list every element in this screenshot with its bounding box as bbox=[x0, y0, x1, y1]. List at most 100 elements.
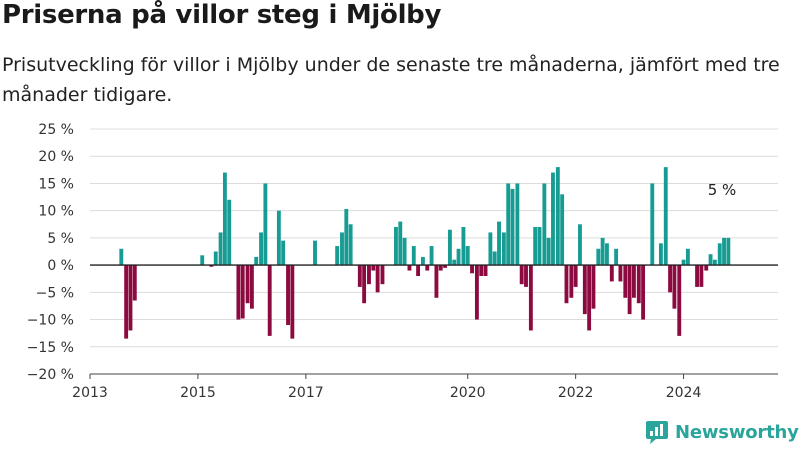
bar bbox=[335, 246, 340, 266]
bar bbox=[497, 221, 501, 266]
bar bbox=[276, 210, 281, 266]
chart-title: Priserna på villor steg i Mjölby bbox=[2, 0, 442, 30]
bar bbox=[240, 265, 245, 319]
brand-name: Newsworthy bbox=[675, 421, 799, 443]
bar bbox=[456, 248, 461, 266]
y-tick-label: 0 % bbox=[47, 258, 74, 274]
y-tick-label: 25 % bbox=[38, 122, 74, 138]
bar bbox=[712, 259, 717, 266]
bar bbox=[259, 232, 263, 266]
bar bbox=[254, 256, 259, 266]
bar bbox=[573, 265, 578, 287]
bar bbox=[281, 240, 286, 266]
bar bbox=[492, 251, 497, 266]
bar bbox=[313, 240, 317, 266]
grid-lines bbox=[90, 128, 778, 375]
bar bbox=[722, 237, 726, 266]
bar bbox=[533, 227, 538, 266]
y-tick-label: 20 % bbox=[38, 149, 74, 165]
bar bbox=[551, 172, 555, 266]
newsworthy-logo: Newsworthy bbox=[644, 419, 799, 445]
bar bbox=[407, 265, 412, 271]
chart-subtitle: Prisutveckling för villor i Mjölby under… bbox=[2, 54, 780, 106]
bar bbox=[515, 183, 520, 266]
bar bbox=[636, 265, 641, 304]
bar bbox=[267, 265, 272, 336]
bar bbox=[470, 265, 474, 274]
bar bbox=[438, 265, 443, 271]
y-tick-label: −20 % bbox=[27, 367, 74, 383]
bar bbox=[465, 246, 470, 266]
bar bbox=[519, 265, 524, 285]
bar bbox=[263, 183, 268, 266]
bar bbox=[209, 265, 214, 267]
bar bbox=[524, 265, 528, 287]
bar bbox=[245, 265, 250, 304]
y-tick-label: −10 % bbox=[27, 313, 74, 329]
bar bbox=[582, 265, 587, 315]
bar bbox=[510, 188, 515, 266]
bar bbox=[506, 183, 511, 266]
bar bbox=[587, 265, 592, 331]
bar bbox=[704, 265, 709, 271]
bar bbox=[367, 265, 371, 285]
bar bbox=[564, 265, 569, 304]
bar bbox=[357, 265, 362, 287]
bar bbox=[668, 265, 673, 293]
bar bbox=[124, 265, 129, 339]
bar bbox=[501, 232, 506, 266]
bar bbox=[375, 265, 380, 293]
bar bbox=[699, 265, 704, 287]
bar bbox=[542, 183, 547, 266]
bar bbox=[452, 259, 457, 266]
bar bbox=[650, 183, 655, 266]
bar bbox=[474, 265, 479, 320]
bar bbox=[600, 237, 605, 266]
bar bbox=[434, 265, 439, 298]
bar bbox=[609, 265, 614, 282]
bar bbox=[555, 167, 560, 266]
bar bbox=[627, 265, 632, 315]
bar bbox=[461, 227, 466, 266]
bar bbox=[362, 265, 367, 304]
bar bbox=[658, 243, 663, 266]
bar bbox=[528, 265, 533, 331]
x-tick-label: 2015 bbox=[180, 385, 216, 401]
x-tick-label: 2013 bbox=[72, 385, 108, 401]
bar bbox=[249, 265, 254, 309]
bar bbox=[425, 265, 430, 271]
bar bbox=[236, 265, 241, 320]
bar bbox=[695, 265, 699, 287]
bar bbox=[200, 255, 205, 266]
bar bbox=[631, 265, 636, 298]
bar bbox=[119, 248, 124, 266]
bar bbox=[447, 229, 452, 266]
bar bbox=[641, 265, 646, 320]
y-axis-tick-labels: 25 % 20 % 15 % 10 % 5 % 0 % −5 % −10 % −15 % −20 … bbox=[27, 122, 74, 383]
bars bbox=[119, 167, 731, 339]
bar bbox=[286, 265, 290, 325]
bar bbox=[398, 221, 403, 266]
bar bbox=[416, 265, 421, 276]
bar bbox=[569, 265, 574, 298]
bar bbox=[578, 224, 582, 266]
x-axis: 2013 2015 2017 2020 2022 2024 bbox=[72, 373, 778, 401]
y-tick-label: −5 % bbox=[36, 285, 74, 301]
bar bbox=[681, 259, 686, 266]
bar bbox=[394, 227, 398, 266]
bar bbox=[227, 199, 232, 266]
bar bbox=[677, 265, 682, 336]
bar bbox=[605, 243, 609, 266]
bar bbox=[371, 265, 376, 271]
x-tick-label: 2024 bbox=[666, 385, 702, 401]
bar bbox=[218, 232, 223, 266]
bar bbox=[672, 265, 677, 309]
bar bbox=[488, 232, 493, 266]
bar bbox=[618, 265, 623, 282]
bar bbox=[429, 246, 434, 266]
bar bbox=[340, 232, 344, 266]
bar bbox=[663, 167, 668, 266]
bar bbox=[132, 265, 137, 301]
last-value-label: 5 % bbox=[708, 181, 737, 199]
bar bbox=[443, 265, 447, 268]
